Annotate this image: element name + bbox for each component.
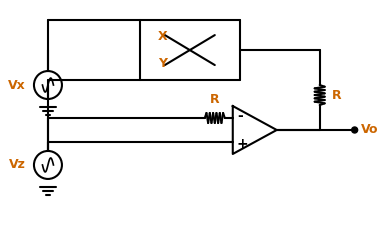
- Text: Vz: Vz: [9, 158, 26, 171]
- Text: Vo: Vo: [361, 124, 378, 137]
- Text: +: +: [237, 137, 248, 151]
- Circle shape: [352, 127, 358, 133]
- Text: Y: Y: [158, 57, 167, 70]
- Text: -: -: [237, 109, 243, 123]
- Text: Vx: Vx: [8, 78, 26, 91]
- Text: R: R: [332, 89, 341, 102]
- Text: R: R: [210, 93, 220, 106]
- Text: X: X: [158, 30, 167, 43]
